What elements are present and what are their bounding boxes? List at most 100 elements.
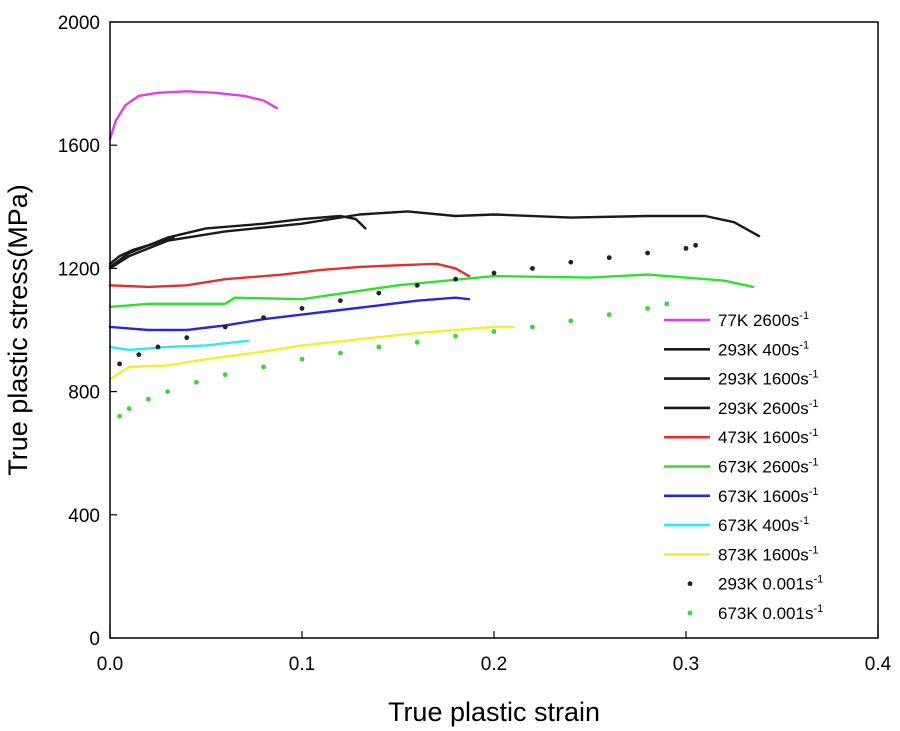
legend-label-main: 673K 400s [718, 516, 799, 535]
legend-label-exponent: -1 [799, 515, 809, 527]
legend-label: 673K 400s-1 [718, 515, 809, 535]
data-point [117, 413, 122, 419]
legend-item: 293K 0.001s-1 [687, 574, 823, 594]
x-tick-label: 0.1 [289, 654, 315, 675]
legend-label: 77K 2600s-1 [718, 310, 809, 330]
series-293k-2600s-1-line [108, 210, 761, 270]
series-293k-1600s-1-line [108, 214, 367, 269]
data-point [414, 282, 420, 288]
x-axis-ticks: 0.0 0.1 0.2 0.3 0.4 [97, 631, 892, 675]
legend-label-main: 673K 1600s [718, 487, 809, 506]
legend-label-main: 293K 2600s [718, 399, 809, 418]
data-point [146, 396, 151, 402]
data-point [568, 259, 574, 265]
legend-item: 293K 400s-1 [664, 339, 809, 359]
legend-label-exponent: -1 [809, 427, 819, 439]
series-673k-400s-1-line [108, 339, 250, 352]
data-point [338, 350, 343, 356]
data-point [453, 333, 458, 339]
legend-marker [687, 581, 693, 587]
legend-label-exponent: -1 [809, 398, 819, 410]
y-axis-ticks: 0 400 800 1200 1600 2000 [58, 13, 117, 650]
data-point [184, 335, 190, 341]
legend-label-main: 873K 1600s [718, 545, 809, 564]
y-tick-label: 1600 [58, 136, 100, 157]
data-point [568, 318, 574, 324]
legend-label-main: 293K 400s [718, 340, 799, 359]
legend-item: 673K 2600s-1 [664, 457, 819, 477]
data-point [645, 306, 650, 311]
legend-label-main: 293K 1600s [718, 370, 809, 389]
data-point [491, 270, 497, 276]
data-point [376, 290, 382, 296]
data-point [453, 276, 458, 282]
data-point [222, 324, 228, 330]
plot-content [108, 90, 761, 419]
data-point [491, 329, 497, 334]
legend-label: 673K 0.001s-1 [718, 603, 823, 623]
legend-label-main: 293K 0.001s [718, 575, 813, 594]
series-77k-2600s-1-line [108, 90, 279, 141]
legend-label: 293K 0.001s-1 [718, 574, 823, 594]
data-point [683, 245, 689, 251]
legend-label: 873K 1600s-1 [718, 544, 819, 564]
series-673k-2600s-1-line [108, 273, 755, 309]
legend-label: 293K 2600s-1 [718, 398, 819, 418]
legend-item: 673K 400s-1 [664, 515, 809, 535]
legend-label: 673K 1600s-1 [718, 486, 819, 506]
x-tick-label: 0.0 [97, 654, 123, 675]
data-point [338, 298, 343, 304]
legend-label-exponent: -1 [813, 603, 823, 615]
data-point [194, 379, 199, 385]
y-tick-label: 1200 [58, 259, 100, 280]
legend-item: 473K 1600s-1 [664, 427, 819, 447]
x-tick-label: 0.2 [481, 654, 507, 675]
legend-label-exponent: -1 [809, 544, 819, 556]
data-point [530, 324, 535, 330]
legend-label-exponent: -1 [809, 369, 819, 381]
legend-label-exponent: -1 [809, 457, 819, 469]
legend-item: 673K 0.001s-1 [687, 603, 823, 623]
legend-label-exponent: -1 [799, 310, 809, 322]
data-point [645, 250, 650, 256]
y-tick-label: 0 [89, 629, 100, 650]
legend-label-main: 473K 1600s [718, 428, 809, 447]
y-tick-label: 2000 [58, 13, 100, 34]
data-point [606, 312, 612, 317]
data-point [693, 242, 698, 248]
y-axis-title: True plastic stress(MPa) [3, 184, 33, 476]
x-tick-label: 0.3 [673, 654, 699, 675]
data-point [299, 306, 305, 311]
legend-item: 673K 1600s-1 [664, 486, 819, 506]
legend-label-main: 673K 2600s [718, 458, 809, 477]
series-673k-0-001s-1-points [117, 301, 670, 419]
legend-label-exponent: -1 [799, 339, 809, 351]
legend-label: 673K 2600s-1 [718, 457, 819, 477]
y-tick-label: 800 [68, 383, 100, 404]
legend-label-main: 77K 2600s [718, 311, 799, 330]
data-point [222, 372, 228, 378]
data-point [261, 364, 266, 370]
data-point [117, 361, 122, 367]
data-point [155, 344, 161, 350]
y-tick-label: 400 [68, 506, 100, 527]
data-point [165, 389, 171, 394]
data-point [606, 255, 612, 261]
data-point [376, 344, 382, 350]
legend-label-main: 673K 0.001s [718, 604, 813, 623]
data-point [530, 266, 535, 271]
series-293k-0-001s-1-points [117, 242, 698, 367]
data-point [261, 315, 266, 321]
legend-label: 293K 1600s-1 [718, 369, 819, 389]
series-873k-1600s-1-line [108, 325, 515, 381]
data-point [414, 339, 420, 345]
legend-label-exponent: -1 [809, 486, 819, 498]
series-473k-1600s-1-line [108, 262, 471, 289]
legend-item: 873K 1600s-1 [664, 544, 819, 564]
data-point [126, 406, 132, 411]
data-point [664, 301, 670, 307]
legend-label: 473K 1600s-1 [718, 427, 819, 447]
x-tick-label: 0.4 [865, 654, 892, 675]
